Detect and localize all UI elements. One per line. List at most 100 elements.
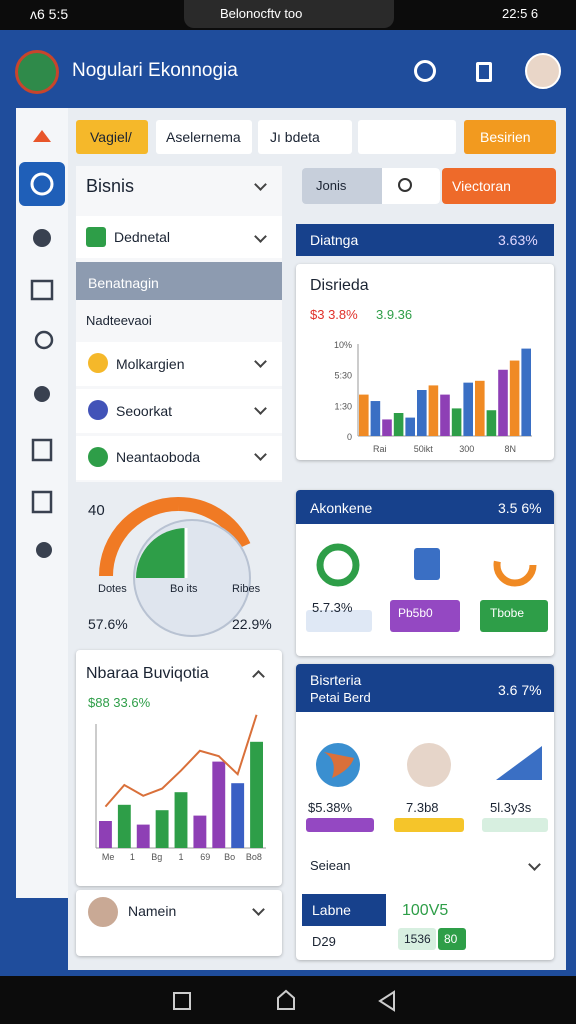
tab[interactable] [156, 120, 252, 154]
gauge-label: Bo its [170, 583, 198, 595]
summary-title: Diatnga [310, 232, 359, 248]
pill [394, 818, 464, 832]
region-value: 3.6 7% [498, 682, 542, 698]
search-text: Jonis [316, 178, 347, 193]
footer-badge: 1536 [404, 932, 431, 946]
gauge [99, 496, 251, 637]
x-tick-label: 300 [459, 444, 474, 454]
donut-label: Pb5b0 [398, 606, 433, 620]
rail-icon[interactable] [30, 279, 54, 301]
trend-line [104, 714, 258, 808]
gauge-value: 40 [88, 502, 105, 519]
bar-card-stat: 3.9.36 [376, 307, 413, 322]
avatar[interactable] [525, 53, 561, 89]
list-item[interactable] [76, 216, 282, 258]
status-time: ᴧ6 5:5 [30, 6, 69, 22]
nav-back[interactable] [378, 990, 395, 1012]
rail-icon[interactable] [34, 330, 54, 350]
bar [117, 804, 131, 848]
bar [498, 369, 508, 436]
tab-label: Aselernema [166, 129, 241, 145]
bar [428, 385, 439, 436]
bar [193, 815, 207, 848]
tab[interactable] [358, 120, 456, 154]
pill [306, 610, 372, 632]
home-icon[interactable] [33, 130, 51, 142]
rail-icon[interactable] [31, 490, 53, 514]
search-button[interactable] [442, 168, 556, 204]
y-tick-label: 5:30 [334, 371, 352, 381]
trend-title: Nbaraa Buviqotia [86, 665, 209, 682]
donut-icons [316, 543, 537, 587]
bar-card-title: Disrieda [310, 277, 369, 294]
nav-bar [0, 976, 576, 1024]
trend-stat: $88 33.6% [88, 695, 151, 710]
nav-recent[interactable] [173, 992, 191, 1010]
y-tick-label: 0 [347, 432, 352, 442]
bar [370, 401, 381, 436]
x-tick-label: 69 [200, 852, 210, 862]
bar [359, 394, 369, 436]
bar [440, 394, 450, 436]
bar [136, 824, 150, 848]
region-item: $5.38% [308, 800, 353, 815]
tab-label: Besirien [480, 129, 531, 145]
region-icons [316, 743, 542, 787]
app-title: Nogulari Ekonnogia [72, 60, 238, 81]
bar [155, 810, 169, 848]
x-tick-label: Me [102, 852, 115, 862]
pill [390, 600, 460, 632]
settings-icon[interactable] [414, 60, 436, 82]
gauge-stat: 22.9% [232, 616, 272, 632]
item-icon [88, 353, 108, 373]
x-tick-label: 1 [130, 852, 135, 862]
sidebar-title: Bisnis [86, 176, 135, 196]
tab-label: Vagiel/ [90, 129, 132, 145]
item-label: Neantaoboda [116, 449, 201, 465]
profile-name: Namein [128, 903, 177, 919]
region-item: 7.3b8 [406, 800, 439, 815]
bar [486, 410, 497, 436]
search-icon [398, 178, 412, 192]
rail-icon[interactable] [31, 438, 53, 462]
doc-icon[interactable] [476, 62, 492, 82]
footer-count: 80 [444, 932, 458, 946]
tab[interactable] [76, 120, 148, 154]
person-photo [407, 743, 451, 787]
bar [99, 821, 112, 848]
gauge-stat: 57.6% [88, 616, 128, 632]
item-icon [88, 400, 108, 420]
list-item[interactable] [76, 389, 282, 433]
list-item[interactable] [76, 342, 282, 386]
rail-icon[interactable] [36, 542, 52, 558]
rail-icon[interactable] [33, 229, 51, 247]
globe-land [324, 752, 354, 778]
footer-label: Labne [312, 902, 351, 918]
list-item[interactable] [76, 436, 282, 480]
list-item-selected[interactable] [76, 262, 282, 300]
rail-icon[interactable] [34, 386, 50, 402]
item-label: Dednetal [114, 229, 171, 245]
item-icon [88, 447, 108, 467]
item-label: Benatnagin [88, 275, 159, 291]
bar [174, 792, 188, 848]
donut-label: 5.7.3% [312, 600, 353, 615]
active-icon [30, 172, 54, 196]
bar-card-stat: $3 3.8% [310, 307, 358, 322]
bar [463, 382, 473, 436]
bar [405, 417, 415, 436]
bar [521, 348, 531, 436]
item-label: Molkargien [116, 356, 185, 372]
donut [316, 543, 360, 587]
status-battery: 22:5 6 [502, 6, 539, 21]
active-icon-bg[interactable] [19, 162, 65, 206]
bar [451, 408, 462, 436]
region-filter[interactable]: Seiean [310, 858, 351, 873]
tab[interactable] [464, 120, 556, 154]
item-label: Seoorkat [116, 403, 173, 419]
region-item: 5l.3y3s [490, 800, 532, 815]
nav-home[interactable] [277, 989, 295, 1010]
x-tick-label: 8N [504, 444, 516, 454]
tab[interactable] [258, 120, 352, 154]
